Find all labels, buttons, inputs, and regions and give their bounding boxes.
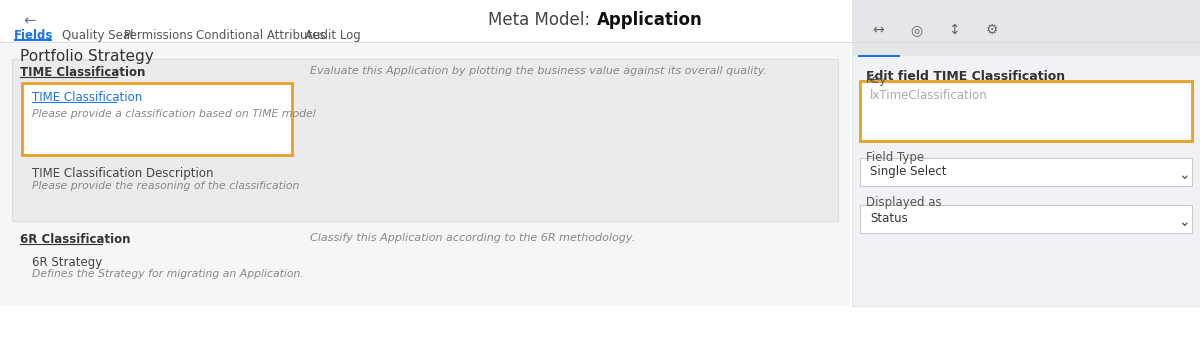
FancyBboxPatch shape bbox=[12, 59, 838, 221]
Text: ⚙: ⚙ bbox=[985, 23, 998, 37]
FancyBboxPatch shape bbox=[852, 0, 1200, 56]
FancyBboxPatch shape bbox=[858, 54, 900, 57]
Text: ⌄: ⌄ bbox=[1178, 168, 1189, 182]
Text: 6R Strategy: 6R Strategy bbox=[32, 256, 102, 269]
Text: Please provide a classification based on TIME model: Please provide a classification based on… bbox=[32, 109, 316, 119]
Text: Portfolio Strategy: Portfolio Strategy bbox=[20, 49, 154, 64]
Text: Key: Key bbox=[866, 73, 887, 86]
Text: TIME Classification: TIME Classification bbox=[20, 66, 145, 79]
Text: ◎: ◎ bbox=[910, 23, 922, 37]
FancyBboxPatch shape bbox=[860, 205, 1192, 233]
Text: Permissions: Permissions bbox=[124, 29, 194, 42]
Text: Meta Model:: Meta Model: bbox=[487, 11, 595, 29]
Text: ↕: ↕ bbox=[948, 23, 960, 37]
Text: Application: Application bbox=[598, 11, 703, 29]
Text: TIME Classification Description: TIME Classification Description bbox=[32, 167, 214, 180]
Text: Evaluate this Application by plotting the business value against its overall qua: Evaluate this Application by plotting th… bbox=[310, 66, 767, 76]
FancyBboxPatch shape bbox=[860, 158, 1192, 186]
FancyBboxPatch shape bbox=[22, 83, 292, 155]
Text: Classify this Application according to the 6R methodology.: Classify this Application according to t… bbox=[310, 233, 635, 243]
Text: Defines the Strategy for migrating an Application.: Defines the Strategy for migrating an Ap… bbox=[32, 269, 304, 279]
Text: Please provide the reasoning of the classification: Please provide the reasoning of the clas… bbox=[32, 181, 299, 191]
Text: ⌄: ⌄ bbox=[1178, 215, 1189, 229]
FancyBboxPatch shape bbox=[852, 0, 1200, 306]
Text: Status: Status bbox=[870, 212, 907, 225]
Text: Single Select: Single Select bbox=[870, 165, 947, 178]
Text: lxTimeClassification: lxTimeClassification bbox=[870, 89, 988, 102]
Text: Quality Seal: Quality Seal bbox=[62, 29, 133, 42]
FancyBboxPatch shape bbox=[860, 81, 1192, 141]
Text: Conditional Attributes: Conditional Attributes bbox=[196, 29, 325, 42]
FancyBboxPatch shape bbox=[14, 39, 52, 41]
Text: Edit field TIME Classification: Edit field TIME Classification bbox=[866, 70, 1066, 83]
Text: Audit Log: Audit Log bbox=[305, 29, 361, 42]
Text: ↔: ↔ bbox=[872, 23, 884, 37]
Text: ←: ← bbox=[24, 13, 36, 28]
FancyBboxPatch shape bbox=[0, 44, 850, 306]
Text: Displayed as: Displayed as bbox=[866, 196, 942, 209]
Text: 6R Classification: 6R Classification bbox=[20, 233, 131, 246]
Text: TIME Classification: TIME Classification bbox=[32, 91, 143, 104]
Text: Field Type: Field Type bbox=[866, 151, 924, 164]
Text: Fields: Fields bbox=[14, 29, 53, 42]
